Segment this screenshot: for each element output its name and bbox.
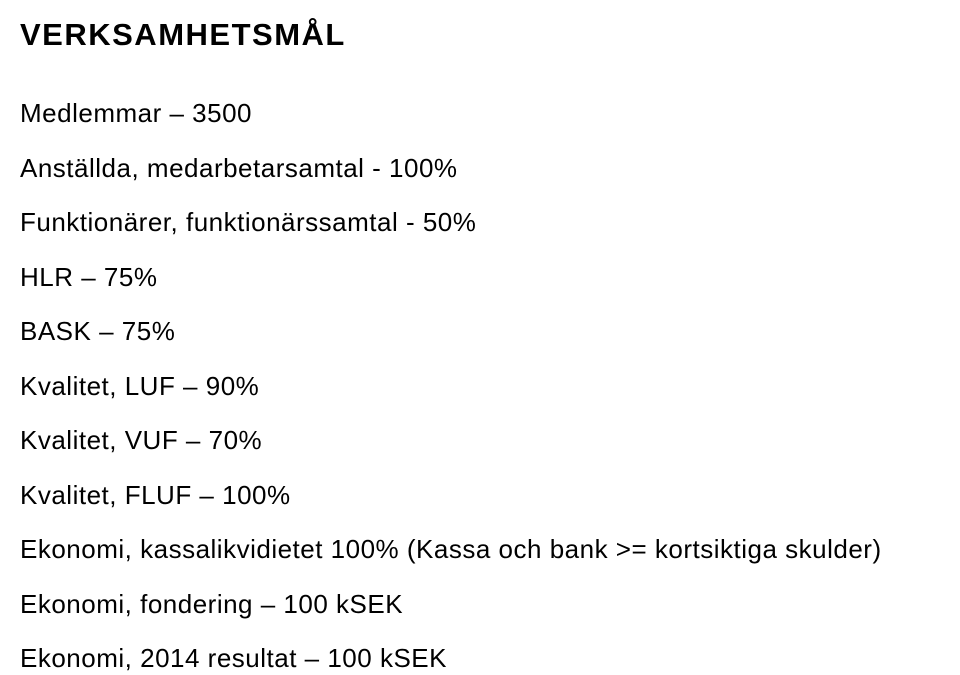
body-line: Kvalitet, FLUF – 100% bbox=[20, 479, 940, 512]
body-line: Medlemmar – 3500 bbox=[20, 97, 940, 130]
page-title: VERKSAMHETSMÅL bbox=[20, 18, 940, 52]
body-line: Funktionärer, funktionärssamtal - 50% bbox=[20, 206, 940, 239]
body-line: HLR – 75% bbox=[20, 261, 940, 294]
body-line: Ekonomi, kassalikvidietet 100% (Kassa oc… bbox=[20, 533, 940, 566]
body-line: Anställda, medarbetarsamtal - 100% bbox=[20, 152, 940, 185]
body-line: BASK – 75% bbox=[20, 315, 940, 348]
body-line: Kvalitet, LUF – 90% bbox=[20, 370, 940, 403]
body-line: Kvalitet, VUF – 70% bbox=[20, 424, 940, 457]
document-page: VERKSAMHETSMÅL Medlemmar – 3500 Anställd… bbox=[0, 0, 960, 675]
body-line: Ekonomi, fondering – 100 kSEK bbox=[20, 588, 940, 621]
body-line: Ekonomi, 2014 resultat – 100 kSEK bbox=[20, 642, 940, 675]
